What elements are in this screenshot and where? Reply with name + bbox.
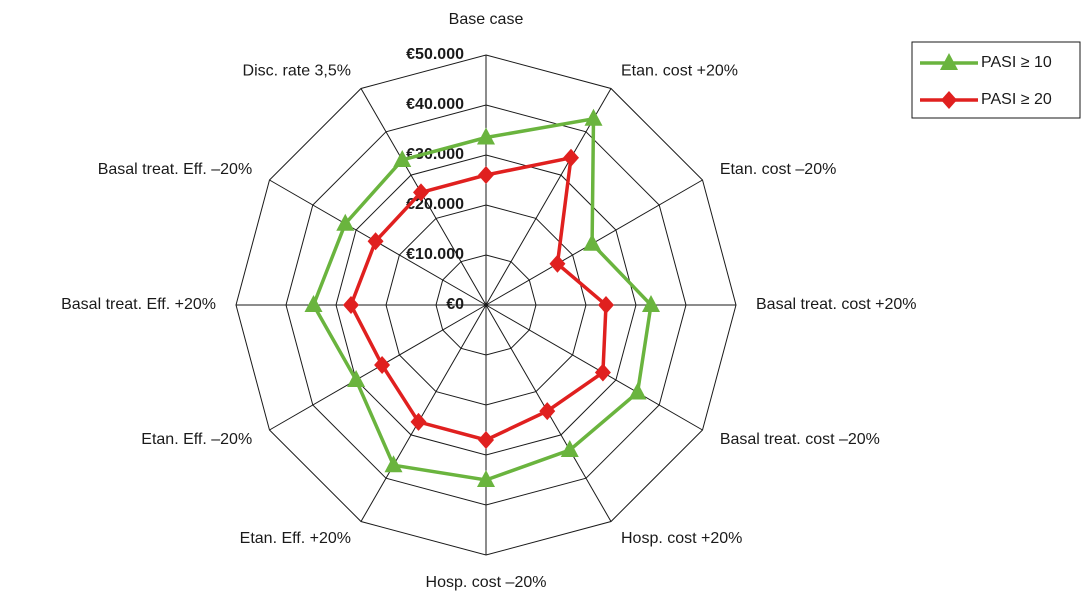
category-label: Basal treat. cost –20% <box>720 431 880 448</box>
marker <box>563 148 579 167</box>
y-tick-label: €0 <box>446 296 464 313</box>
category-label: Basal treat. Eff. +20% <box>61 296 216 313</box>
marker <box>477 127 495 145</box>
marker <box>628 382 647 400</box>
marker <box>594 363 611 382</box>
spoke <box>360 304 487 522</box>
marker <box>539 402 556 421</box>
category-label: Basal treat. Eff. –20% <box>98 161 252 178</box>
y-tick-label: €30.000 <box>406 146 464 163</box>
marker <box>374 356 391 374</box>
category-label: Hosp. cost –20% <box>426 574 547 591</box>
marker <box>367 232 384 251</box>
marker <box>336 213 355 231</box>
category-label: Disc. rate 3,5% <box>243 62 351 79</box>
marker <box>583 233 602 251</box>
legend-label: PASI ≥ 20 <box>981 91 1052 108</box>
marker <box>549 254 566 273</box>
category-label: Etan. cost +20% <box>621 62 738 79</box>
spoke <box>485 304 703 431</box>
legend-marker <box>940 53 958 70</box>
marker <box>477 470 495 487</box>
category-label: Basal treat. cost +20% <box>756 296 917 313</box>
marker <box>413 183 429 202</box>
category-label: Etan. Eff. +20% <box>240 530 351 547</box>
category-label: Hosp. cost +20% <box>621 530 742 547</box>
marker <box>478 431 494 449</box>
legend-box <box>911 41 1081 119</box>
y-tick-label: €40.000 <box>406 96 464 113</box>
marker <box>304 295 323 312</box>
y-tick-label: €10.000 <box>406 246 464 263</box>
marker <box>478 166 494 184</box>
marker <box>642 295 660 312</box>
y-tick-label: €50.000 <box>406 46 464 63</box>
legend-label: PASI ≥ 10 <box>981 54 1052 71</box>
category-label: Base case <box>449 11 524 28</box>
legend-marker <box>941 91 957 109</box>
marker <box>410 412 427 431</box>
marker <box>384 455 403 473</box>
category-label: Etan. cost –20% <box>720 161 837 178</box>
marker <box>347 370 366 387</box>
marker <box>343 296 359 314</box>
marker <box>393 149 412 167</box>
marker <box>560 440 579 458</box>
marker <box>598 296 614 314</box>
series-line <box>349 155 608 442</box>
marker <box>584 108 603 126</box>
category-label: Etan. Eff. –20% <box>141 431 252 448</box>
